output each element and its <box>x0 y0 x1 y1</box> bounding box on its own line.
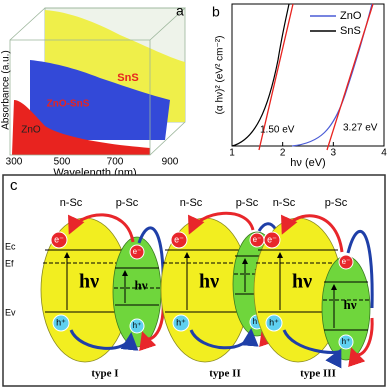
electron-label: e⁻ <box>133 247 142 256</box>
transfer-arrow <box>69 329 139 351</box>
hole-label: h⁺ <box>342 337 351 346</box>
hole <box>172 314 190 332</box>
x-tick-label: 3 <box>331 148 337 159</box>
panel-a: a Absorbance (a.u.) 300 500 700 900 Wave… <box>1 3 187 179</box>
zno-area <box>12 100 150 155</box>
x-tick-label: 700 <box>107 157 124 168</box>
panel-label: c <box>10 177 18 194</box>
plot-frame <box>231 3 385 147</box>
electron-label: e⁻ <box>253 235 262 244</box>
annotation: 3.27 eV <box>343 123 378 134</box>
type-label: type III <box>300 368 336 380</box>
x-tick-label: 2 <box>280 148 286 159</box>
panel-label: a <box>176 3 184 19</box>
electron <box>338 254 354 270</box>
level-label: Ev <box>5 307 16 317</box>
electron-label: e⁻ <box>267 234 277 244</box>
transfer-arrow <box>188 211 255 235</box>
tangent-line <box>258 3 294 151</box>
curve-label: ZnO <box>21 125 41 136</box>
panel-label: b <box>212 4 220 20</box>
photon-label: hν <box>199 271 219 293</box>
electron <box>129 244 145 260</box>
x-tick-label: 4 <box>381 148 387 159</box>
transfer-arrow <box>282 329 342 369</box>
electron <box>170 231 188 249</box>
panel-b: b (α hν)² (eV² cm⁻²) hν (eV) 1.50 eV 3.2… <box>212 3 387 169</box>
electron-label: e⁻ <box>342 257 351 266</box>
x-tick-label: 900 <box>162 157 179 168</box>
band-diagram: hν hν n-Sc p-Sc e⁻ h⁺ e⁻ h⁺ type I <box>40 197 165 380</box>
annotation: 1.50 eV <box>260 125 295 136</box>
transfer-arrow <box>281 214 344 253</box>
curve-label: ZnO-SnS <box>47 99 90 110</box>
x-tick-label: 300 <box>6 157 23 168</box>
photon-label: hν <box>79 271 99 293</box>
box-edge <box>149 121 186 156</box>
p-sc-label: p-Sc <box>325 197 348 209</box>
box-front <box>9 7 187 156</box>
electron <box>263 231 281 249</box>
tangent-line <box>326 3 374 151</box>
level-label: Ef <box>5 258 14 268</box>
transfer-arrow <box>189 328 259 350</box>
zno-sns-area <box>30 60 170 140</box>
type-label: type I <box>91 368 118 380</box>
band-diagram: hν hν n-Sc p-Sc e⁻ h⁺ e⁻ h⁺ type III <box>253 197 374 380</box>
hole-label: h⁺ <box>176 317 186 327</box>
hole-label: h⁺ <box>253 317 262 326</box>
x-tick-label: 500 <box>54 157 71 168</box>
hole <box>52 314 70 332</box>
hole-label: h⁺ <box>56 317 66 327</box>
n-sc-label: n-Sc <box>273 197 296 209</box>
transfer-arrow <box>68 213 135 243</box>
transfer-arrow <box>346 229 374 309</box>
hole <box>265 314 283 332</box>
x-tick-label: 1 <box>229 148 235 159</box>
type-label: type II <box>209 368 240 380</box>
n-sc-label: n-Sc <box>180 197 203 209</box>
electron <box>50 231 68 249</box>
photon-label: hν <box>292 271 312 293</box>
hole-label: h⁺ <box>133 321 142 330</box>
legend-label: ZnO <box>340 10 362 22</box>
y-axis-label: (α hν)² (eV² cm⁻²) <box>215 36 226 115</box>
curve-label: SnS <box>117 72 138 84</box>
p-sc-label: p-Sc <box>116 197 139 209</box>
legend-label: SnS <box>340 25 361 37</box>
n-sc-label: n-Sc <box>60 197 83 209</box>
level-label: Ec <box>5 241 16 251</box>
hole <box>338 334 354 350</box>
transfer-arrow <box>348 317 374 368</box>
x-axis-label: hν (eV) <box>290 157 325 169</box>
y-axis-label: Absorbance (a.u.) <box>1 50 12 130</box>
sns-curve <box>231 3 290 147</box>
p-sc-label: p-Sc <box>236 197 259 209</box>
photon-label: hν <box>343 297 356 312</box>
hole-label: h⁺ <box>269 317 279 327</box>
electron-label: e⁻ <box>174 234 184 244</box>
photon-label: hν <box>134 277 147 292</box>
electron-label: e⁻ <box>54 234 64 244</box>
